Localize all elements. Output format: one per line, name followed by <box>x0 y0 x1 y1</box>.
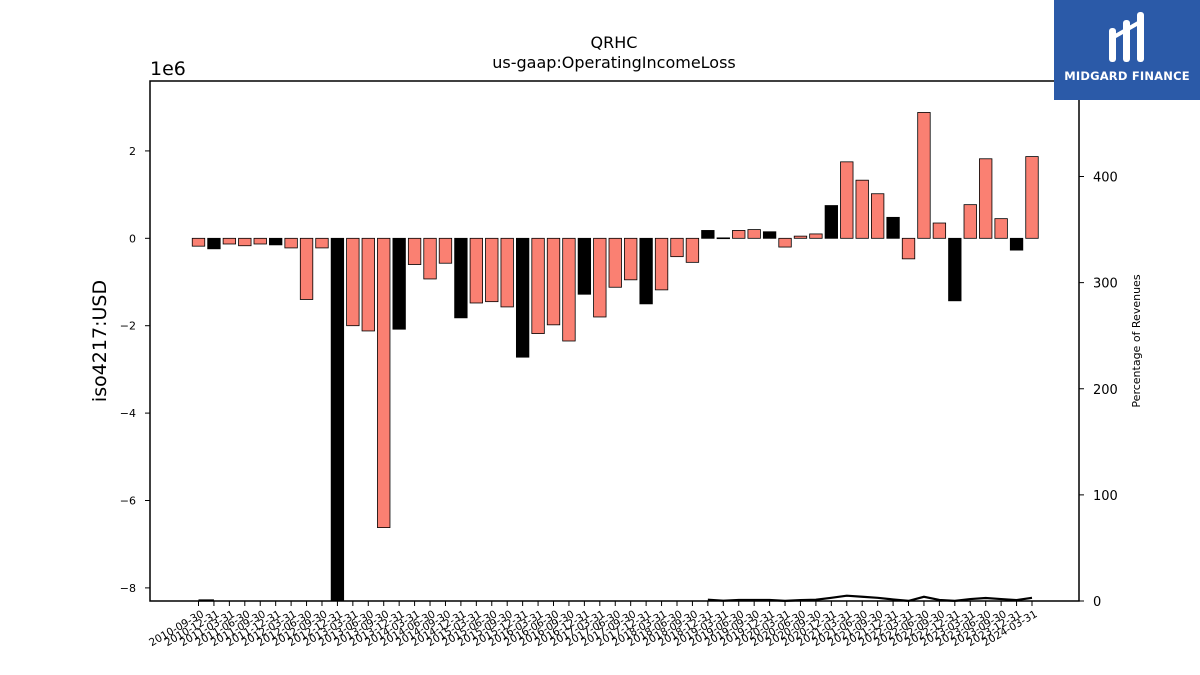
bar <box>948 237 962 302</box>
bar <box>222 237 237 245</box>
y-offset-label: 1e6 <box>150 58 186 80</box>
logo-mark-icon <box>1109 12 1144 62</box>
bar <box>824 205 838 239</box>
bar <box>762 231 777 239</box>
bar <box>191 237 206 247</box>
y-tick-label: −8 <box>120 582 136 595</box>
bar <box>392 237 406 330</box>
chart-subtitle: us-gaap:OperatingIncomeLoss <box>492 53 736 72</box>
bar <box>901 237 916 260</box>
bar <box>469 237 483 304</box>
bar <box>515 237 530 358</box>
y2-tick-label: 200 <box>1093 383 1118 398</box>
bar <box>624 237 638 281</box>
x-axis-ticks: 2010-09-302010-12-312011-03-312011-06-30… <box>147 601 1040 649</box>
bars-layer <box>191 112 1039 602</box>
plot-frame <box>149 80 1080 602</box>
secondary-line-layer <box>198 594 1033 603</box>
bar <box>701 230 715 239</box>
bar <box>840 161 854 239</box>
bar <box>407 237 422 265</box>
bar <box>670 237 684 258</box>
y-axis-ticks: −8 −6 −4 −2 0 2 <box>120 145 150 595</box>
y-tick-label: 0 <box>129 232 136 245</box>
bar <box>346 237 360 327</box>
y2-axis-label: Percentage of Revenues <box>1130 274 1143 407</box>
y2-tick-label: 300 <box>1093 277 1118 292</box>
bar <box>1009 237 1024 251</box>
bar <box>855 179 869 239</box>
y2-tick-label: 0 <box>1093 595 1101 610</box>
bar <box>917 112 931 239</box>
bar <box>546 237 561 326</box>
logo-text: MIDGARD FINANCE <box>1064 69 1190 83</box>
bar <box>500 237 514 308</box>
bar <box>454 237 468 319</box>
y2-tick-label: 400 <box>1093 171 1118 186</box>
y-tick-label: −4 <box>120 407 136 420</box>
bar <box>685 237 700 263</box>
bar <box>654 237 669 291</box>
bar <box>932 222 947 239</box>
bar <box>299 237 314 300</box>
bar <box>315 237 329 249</box>
y-tick-label: −2 <box>120 320 136 333</box>
bar <box>377 237 391 528</box>
bar <box>423 237 437 280</box>
bar <box>778 237 792 248</box>
bar <box>207 237 221 250</box>
bar <box>747 229 761 239</box>
bar <box>361 237 375 332</box>
bar <box>716 237 730 240</box>
bar <box>238 237 252 247</box>
bar <box>1025 156 1039 239</box>
bar <box>485 237 499 303</box>
bar <box>639 237 653 305</box>
y2-axis-ticks: 0 100 200 300 400 <box>1079 171 1118 610</box>
secondary-line-segment <box>707 594 1033 603</box>
bar <box>809 233 823 239</box>
y-tick-label: 2 <box>129 145 136 158</box>
y-tick-label: −6 <box>120 494 136 507</box>
bar <box>330 237 345 602</box>
bar <box>871 193 885 239</box>
bar <box>438 237 453 264</box>
bar <box>979 158 993 239</box>
bar <box>284 237 298 249</box>
bar <box>793 235 808 239</box>
bar <box>531 237 545 334</box>
logo-badge: MIDGARD FINANCE <box>1054 0 1200 100</box>
bar <box>963 204 977 239</box>
bar <box>253 237 267 245</box>
bar <box>269 237 283 246</box>
y2-tick-label: 100 <box>1093 489 1118 504</box>
bar <box>593 237 607 318</box>
bar <box>562 237 576 342</box>
bar <box>577 237 592 295</box>
bar <box>994 218 1008 239</box>
chart-title: QRHC <box>591 33 638 52</box>
y-axis-label: iso4217:USD <box>89 280 111 402</box>
bar <box>608 237 622 288</box>
bar <box>732 230 746 239</box>
bar <box>886 216 900 239</box>
